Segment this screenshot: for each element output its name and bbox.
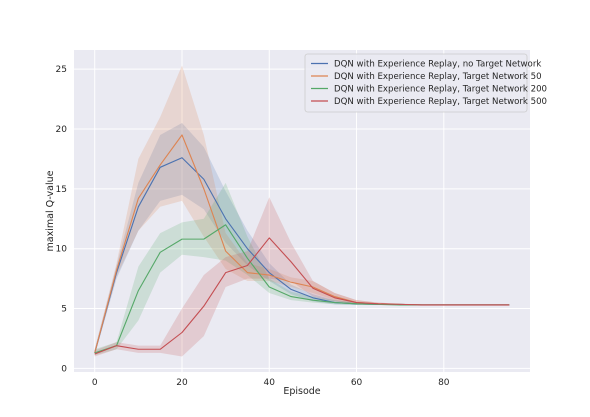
y-tick-label: 10 bbox=[56, 245, 68, 255]
confidence-band bbox=[94, 65, 510, 356]
x-axis-label: Episode bbox=[283, 386, 320, 397]
x-tick-label: 40 bbox=[264, 378, 276, 388]
confidence-band bbox=[94, 197, 510, 357]
x-tick-label: 80 bbox=[438, 378, 450, 388]
confidence-band bbox=[94, 182, 510, 356]
confidence-band bbox=[94, 123, 510, 356]
series-line bbox=[94, 237, 510, 355]
x-tick-label: 0 bbox=[92, 378, 98, 388]
legend: DQN with Experience Replay, no Target Ne… bbox=[304, 53, 547, 113]
x-tick-label: 20 bbox=[176, 378, 188, 388]
y-tick-label: 0 bbox=[61, 364, 67, 374]
grid bbox=[74, 50, 530, 372]
y-tick-label: 25 bbox=[56, 65, 67, 75]
y-tick-label: 5 bbox=[61, 305, 67, 315]
x-tick-label: 60 bbox=[351, 378, 363, 388]
legend-label: DQN with Experience Replay, Target Netwo… bbox=[334, 85, 547, 95]
y-axis-label: maximal Q-value bbox=[45, 170, 56, 251]
y-tick-label: 15 bbox=[56, 185, 67, 195]
legend-box bbox=[304, 53, 528, 113]
series-lines bbox=[94, 134, 510, 355]
legend-label: DQN with Experience Replay, Target Netwo… bbox=[334, 97, 547, 107]
y-tick-label: 20 bbox=[56, 125, 68, 135]
legend-label: DQN with Experience Replay, Target Netwo… bbox=[334, 72, 542, 82]
confidence-bands bbox=[94, 65, 510, 357]
tick-labels: 0 5 10 15 20 25 0 20 40 60 80 bbox=[56, 65, 450, 388]
legend-label: DQN with Experience Replay, no Target Ne… bbox=[334, 60, 541, 70]
